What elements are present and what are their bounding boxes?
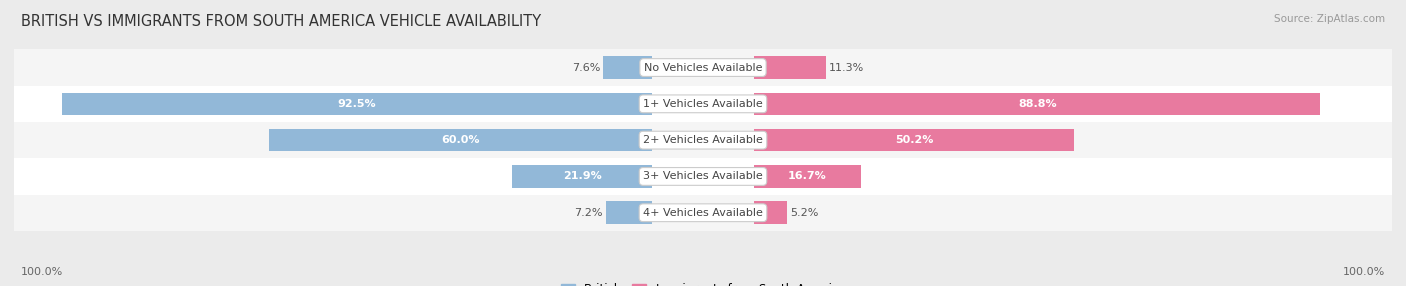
- Text: 5.2%: 5.2%: [790, 208, 818, 218]
- Text: 7.6%: 7.6%: [572, 63, 600, 73]
- Text: 2+ Vehicles Available: 2+ Vehicles Available: [643, 135, 763, 145]
- Text: 4+ Vehicles Available: 4+ Vehicles Available: [643, 208, 763, 218]
- Text: 100.0%: 100.0%: [21, 267, 63, 277]
- Bar: [14, 86, 1392, 122]
- Text: 92.5%: 92.5%: [337, 99, 377, 109]
- Text: 1+ Vehicles Available: 1+ Vehicles Available: [643, 99, 763, 109]
- Text: Source: ZipAtlas.com: Source: ZipAtlas.com: [1274, 14, 1385, 24]
- Text: 60.0%: 60.0%: [441, 135, 479, 145]
- Text: 50.2%: 50.2%: [896, 135, 934, 145]
- Text: 100.0%: 100.0%: [1343, 267, 1385, 277]
- Text: No Vehicles Available: No Vehicles Available: [644, 63, 762, 73]
- Bar: [754, 93, 1320, 115]
- Text: 11.3%: 11.3%: [830, 63, 865, 73]
- Bar: [754, 56, 827, 79]
- Text: 16.7%: 16.7%: [787, 171, 827, 181]
- Bar: [512, 165, 652, 188]
- Bar: [606, 201, 652, 224]
- Bar: [14, 194, 1392, 231]
- Bar: [269, 129, 652, 151]
- Bar: [754, 129, 1074, 151]
- Text: 21.9%: 21.9%: [562, 171, 602, 181]
- Bar: [754, 201, 787, 224]
- Bar: [603, 56, 652, 79]
- Bar: [754, 165, 860, 188]
- Bar: [14, 49, 1392, 86]
- Text: 3+ Vehicles Available: 3+ Vehicles Available: [643, 171, 763, 181]
- Bar: [62, 93, 652, 115]
- Text: 88.8%: 88.8%: [1018, 99, 1056, 109]
- Legend: British, Immigrants from South America: British, Immigrants from South America: [555, 278, 851, 286]
- Bar: [14, 122, 1392, 158]
- Text: BRITISH VS IMMIGRANTS FROM SOUTH AMERICA VEHICLE AVAILABILITY: BRITISH VS IMMIGRANTS FROM SOUTH AMERICA…: [21, 14, 541, 29]
- Bar: [14, 158, 1392, 194]
- Text: 7.2%: 7.2%: [574, 208, 603, 218]
